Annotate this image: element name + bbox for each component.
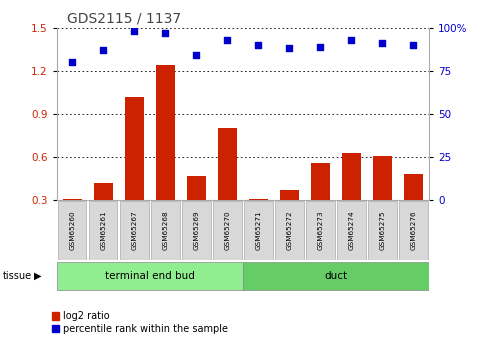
Bar	[94, 183, 112, 200]
Text: terminal end bud: terminal end bud	[105, 271, 195, 281]
Bar	[125, 97, 143, 200]
Text: GDS2115 / 1137: GDS2115 / 1137	[67, 12, 180, 26]
Bar	[218, 128, 237, 200]
Text: ▶: ▶	[34, 271, 41, 281]
Bar	[89, 201, 117, 260]
Text: GSM65276: GSM65276	[410, 210, 417, 250]
Bar	[404, 174, 423, 200]
Legend: log2 ratio, percentile rank within the sample: log2 ratio, percentile rank within the s…	[52, 311, 228, 334]
Point	[223, 37, 231, 42]
Text: GSM65273: GSM65273	[317, 210, 323, 250]
Point	[348, 37, 355, 42]
Bar	[306, 201, 335, 260]
Text: GSM65267: GSM65267	[131, 210, 137, 250]
Text: GSM65275: GSM65275	[380, 210, 386, 250]
Text: GSM65272: GSM65272	[286, 210, 292, 250]
Bar	[213, 201, 242, 260]
Bar	[368, 201, 397, 260]
Bar	[399, 201, 427, 260]
Point	[285, 46, 293, 51]
Bar	[243, 262, 429, 290]
Point	[254, 42, 262, 48]
Point	[130, 28, 138, 34]
Point	[161, 30, 169, 36]
Bar	[63, 199, 81, 200]
Point	[317, 44, 324, 49]
Point	[99, 47, 107, 53]
Bar	[280, 190, 299, 200]
Bar	[156, 65, 175, 200]
Text: duct: duct	[324, 271, 348, 281]
Bar	[187, 176, 206, 200]
Text: GSM65271: GSM65271	[255, 210, 261, 250]
Bar	[151, 201, 179, 260]
Bar	[57, 262, 243, 290]
Point	[68, 59, 76, 65]
Text: tissue: tissue	[2, 271, 32, 281]
Text: GSM65269: GSM65269	[193, 210, 199, 250]
Text: GSM65261: GSM65261	[100, 210, 106, 250]
Text: GSM65274: GSM65274	[349, 210, 354, 250]
Point	[192, 52, 200, 58]
Bar	[58, 201, 86, 260]
Text: GSM65268: GSM65268	[162, 210, 168, 250]
Bar	[275, 201, 304, 260]
Bar	[120, 201, 148, 260]
Point	[379, 40, 387, 46]
Bar	[373, 156, 391, 200]
Bar	[182, 201, 211, 260]
Text: GSM65270: GSM65270	[224, 210, 230, 250]
Bar	[244, 201, 273, 260]
Bar	[337, 201, 366, 260]
Bar	[249, 199, 268, 200]
Point	[410, 42, 418, 48]
Text: GSM65260: GSM65260	[69, 210, 75, 250]
Bar	[342, 152, 361, 200]
Bar	[311, 163, 330, 200]
